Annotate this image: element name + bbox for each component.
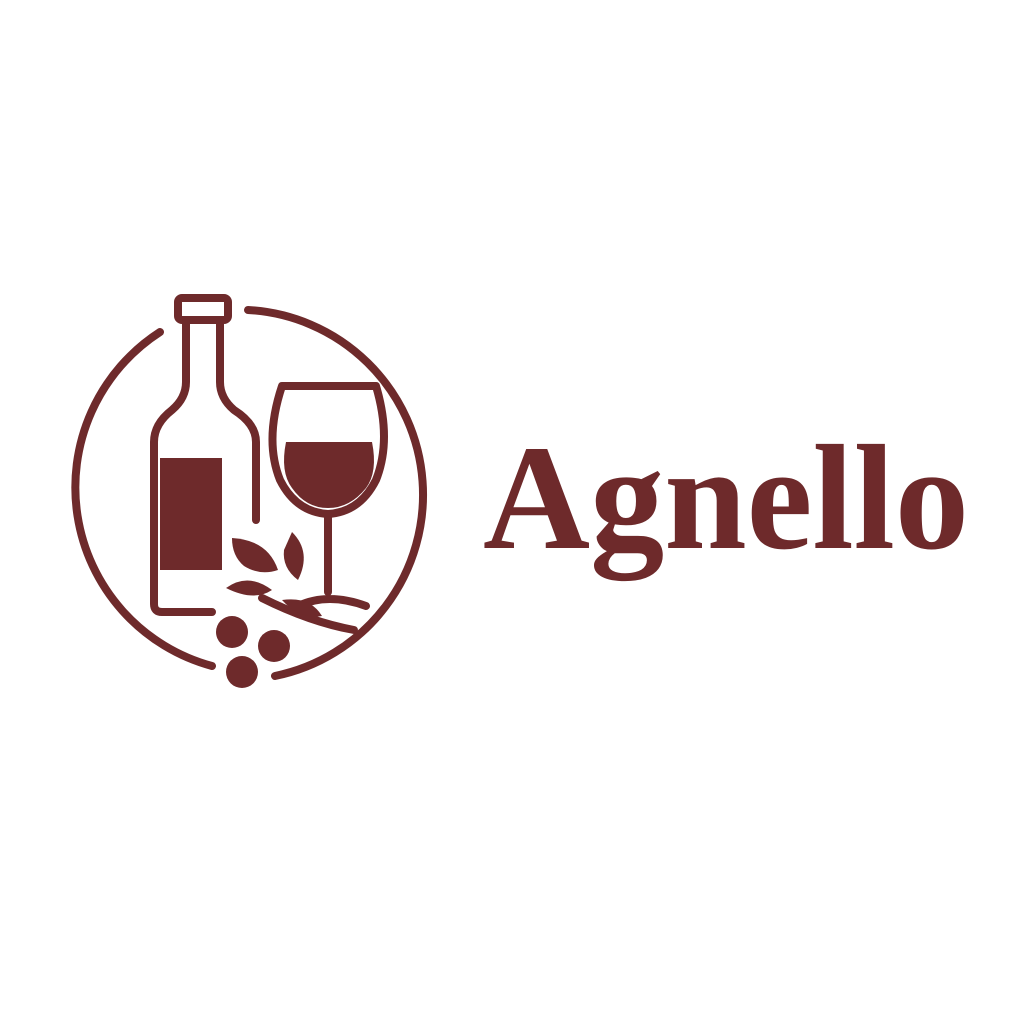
grape [216, 616, 248, 648]
grapes [216, 616, 290, 688]
vine-leaves [226, 532, 322, 617]
bottle-body [150, 318, 260, 616]
bottle-label [160, 458, 222, 570]
leaf [226, 580, 272, 596]
glass-wine [284, 442, 374, 508]
leaf [282, 599, 322, 617]
vine-stem [258, 594, 358, 634]
ring-left [71, 328, 216, 670]
bottle-cap [174, 294, 232, 324]
leaf [232, 538, 278, 573]
logo-icon [71, 294, 428, 680]
grape [226, 656, 258, 688]
ring-right [244, 306, 428, 680]
grape [258, 630, 290, 662]
brand-name: Agnello [483, 415, 969, 581]
leaf [283, 532, 304, 580]
glass-stem [294, 510, 370, 610]
